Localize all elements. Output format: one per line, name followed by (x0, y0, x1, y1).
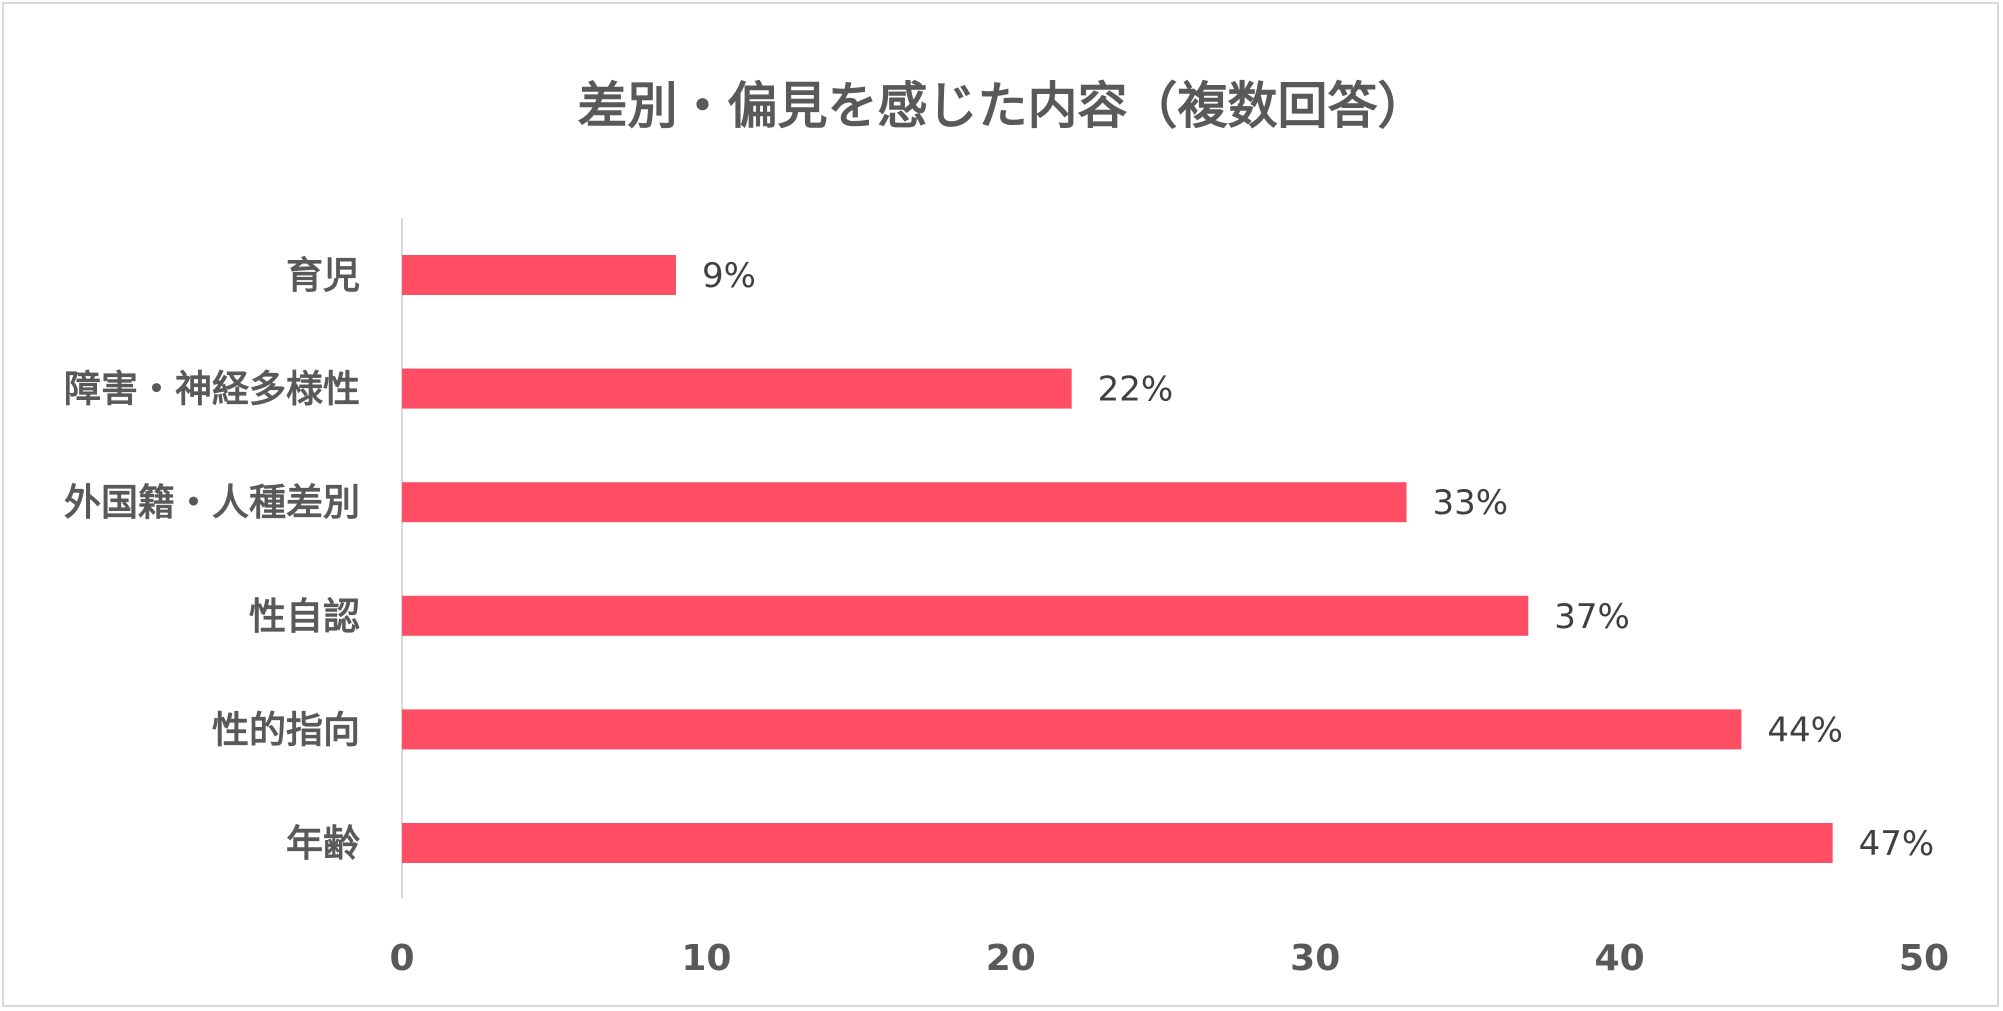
data-label-2: 33% (1433, 483, 1509, 523)
category-label-4: 性的指向 (212, 708, 360, 751)
category-label-3: 性自認 (249, 595, 360, 638)
bar-0 (402, 255, 676, 295)
x-tick-label-1: 10 (681, 938, 731, 979)
x-tick-label-3: 30 (1290, 938, 1340, 979)
bar-3 (402, 595, 1529, 636)
category-label-2: 外国籍・人種差別 (64, 481, 360, 524)
bar-4 (402, 709, 1742, 750)
category-label-1: 障害・神経多様性 (64, 368, 360, 411)
category-label-0: 育児 (286, 254, 360, 297)
x-tick-label-2: 20 (986, 938, 1036, 979)
chart-title: 差別・偏見を感じた内容（複数回答） (577, 77, 1428, 135)
x-tick-label-5: 50 (1899, 938, 1949, 979)
category-label-5: 年齢 (286, 822, 360, 865)
x-tick-label-0: 0 (389, 938, 414, 979)
x-tick-label-4: 40 (1595, 938, 1645, 979)
bar-1 (402, 368, 1072, 409)
data-label-0: 9% (702, 256, 756, 296)
data-label-4: 44% (1767, 710, 1843, 750)
data-label-3: 37% (1554, 597, 1630, 637)
data-label-5: 47% (1859, 824, 1935, 864)
data-label-1: 22% (1098, 370, 1174, 410)
bar-5 (402, 823, 1833, 863)
bar-2 (402, 482, 1407, 523)
